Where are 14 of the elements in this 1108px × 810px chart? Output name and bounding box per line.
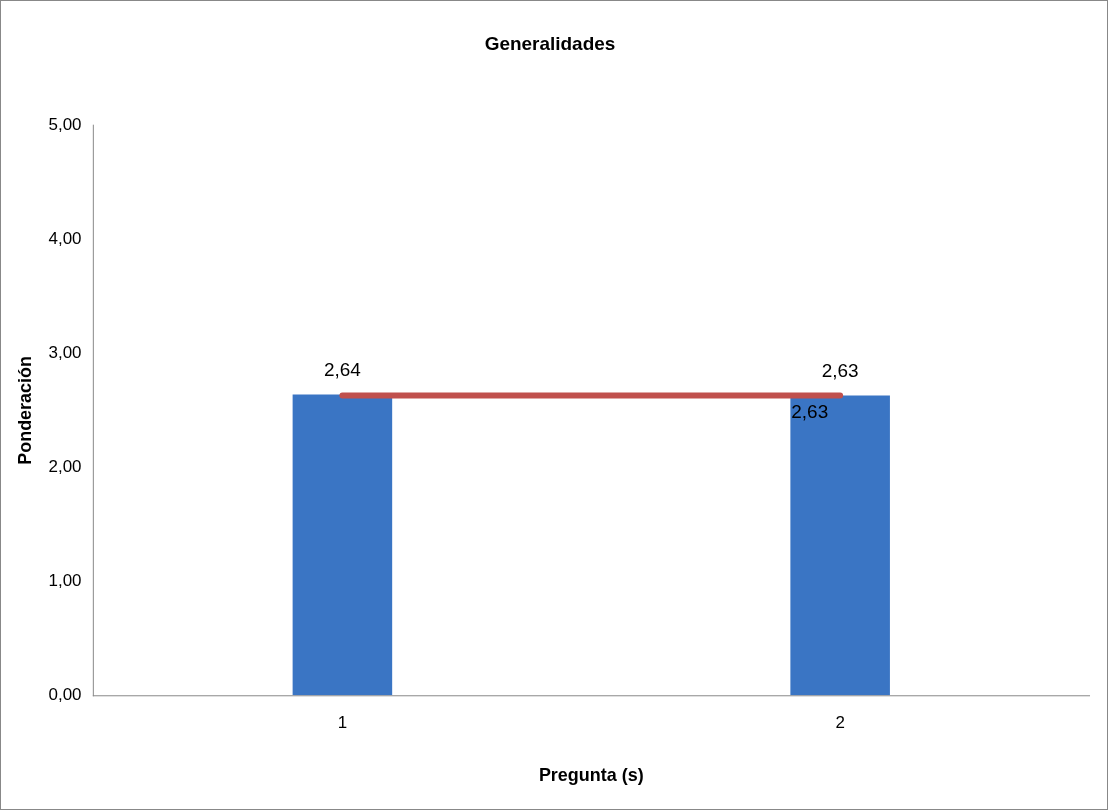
y-tick-label: 4,00 <box>48 229 82 249</box>
y-tick-label: 2,00 <box>48 457 82 477</box>
x-tick-label: 2 <box>835 713 845 733</box>
y-tick-label: 1,00 <box>48 571 82 590</box>
y-tick-label: 0,00 <box>48 684 82 704</box>
data-label: 2,63 <box>791 401 829 423</box>
data-label: 2,63 <box>821 360 859 382</box>
y-tick-label: 3,00 <box>48 343 82 363</box>
data-label: 2,64 <box>323 359 361 381</box>
chart-title: Generalidades <box>484 32 616 54</box>
y-tick-label: 5,00 <box>48 115 82 135</box>
y-axis-title: Ponderación <box>14 356 35 465</box>
x-axis-title: Pregunta (s) <box>538 765 644 786</box>
x-tick-label: 1 <box>337 713 348 733</box>
